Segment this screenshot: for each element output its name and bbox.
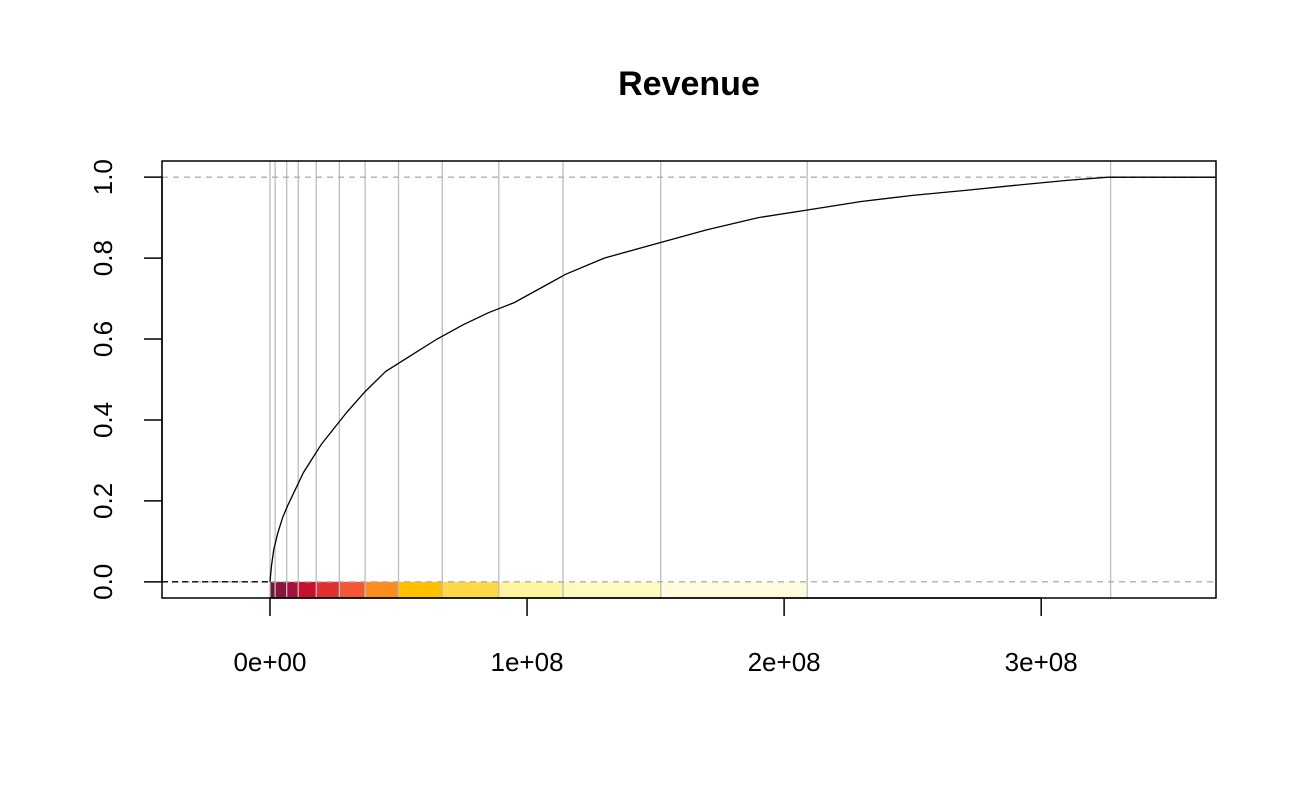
color-band (398, 581, 443, 598)
x-axis: 0e+00 1e+08 2e+08 3e+08 (233, 597, 1078, 677)
color-band (339, 581, 366, 598)
ecdf-line (269, 176, 1216, 582)
color-band (365, 581, 399, 598)
color-band (269, 581, 276, 598)
y-tick-label: 0.8 (88, 240, 118, 276)
x-tick-label: 2e+08 (748, 647, 821, 677)
chart-title: Revenue (618, 65, 760, 103)
color-band (316, 581, 340, 598)
y-tick-label: 0.0 (88, 564, 118, 600)
color-band (498, 581, 564, 598)
color-band (286, 581, 299, 598)
color-band (442, 581, 499, 598)
color-band (563, 581, 661, 598)
y-tick-label: 0.6 (88, 321, 118, 357)
plot-frame (161, 160, 1217, 599)
quantile-color-bands (269, 581, 1111, 598)
y-axis: 0.0 0.2 0.4 0.6 0.8 1.0 (88, 159, 163, 600)
x-tick-label: 3e+08 (1005, 647, 1078, 677)
y-tick-label: 0.4 (88, 402, 118, 438)
color-band (298, 581, 317, 598)
x-tick-label: 0e+00 (233, 647, 306, 677)
color-band (660, 581, 808, 598)
reference-lines (162, 176, 1216, 583)
quantile-break-lines (269, 161, 1112, 598)
y-tick-label: 1.0 (88, 159, 118, 195)
color-band (275, 581, 287, 598)
y-tick-label: 0.2 (88, 483, 118, 519)
x-tick-label: 1e+08 (491, 647, 564, 677)
color-band (807, 581, 1111, 598)
